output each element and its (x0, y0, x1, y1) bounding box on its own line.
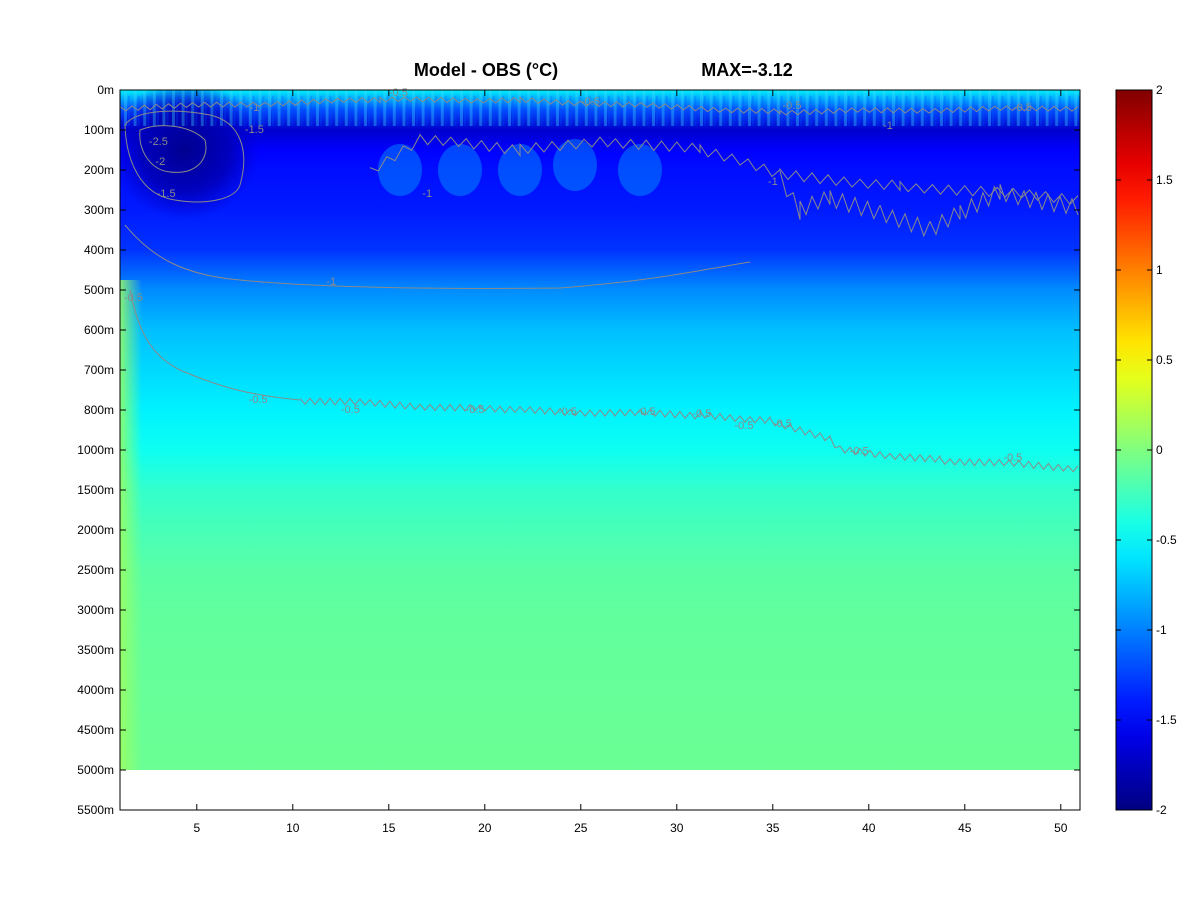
y-tick-label: 5000m (77, 763, 114, 777)
y-tick-label: 100m (84, 123, 114, 137)
x-tick-label: 25 (574, 821, 588, 835)
colorbar-tick-label: 2 (1156, 83, 1163, 97)
contour-label: -0.5 (850, 446, 869, 458)
x-tick-label: 5 (193, 821, 200, 835)
contour-label: -0.5 (466, 404, 485, 416)
x-axis: 5 10 15 20 25 30 35 40 45 50 (193, 90, 1068, 835)
contour-label: -2.5 (149, 136, 168, 148)
contour-lines (120, 96, 1079, 473)
contour-label: -0.5 (1003, 452, 1022, 464)
contour-label: -1 (250, 102, 260, 114)
heatmap-field (120, 90, 1080, 770)
y-tick-label: 500m (84, 283, 114, 297)
contour-label: -0.5 (783, 100, 802, 112)
contour-label: -0.5 (735, 420, 754, 432)
contour-label: -0.5 (124, 292, 143, 304)
contour-label: -0.5 (558, 406, 577, 418)
colorbar-tick-label: 1.5 (1156, 173, 1173, 187)
max-annotation: MAX=-3.12 (701, 60, 793, 80)
contour-label: -2 (155, 156, 165, 168)
cold-core (120, 90, 260, 220)
contour-label: -0.5 (341, 404, 360, 416)
y-tick-label: 300m (84, 203, 114, 217)
x-tick-label: 45 (958, 821, 972, 835)
x-tick-label: 30 (670, 821, 684, 835)
colorbar-tick-label: 0 (1156, 443, 1163, 457)
contour-label: -0.5 (249, 394, 268, 406)
x-tick-label: 15 (382, 821, 396, 835)
y-tick-label: 600m (84, 323, 114, 337)
surface-stripes (124, 90, 1080, 196)
contour-label: -1 (768, 176, 778, 188)
colorbar (1115, 89, 1153, 811)
colorbar-tick-label: -0.5 (1156, 533, 1177, 547)
colorbar-tick-label: 0.5 (1156, 353, 1173, 367)
x-tick-label: 50 (1054, 821, 1068, 835)
y-tick-label: 0m (97, 83, 114, 97)
contour-label: -1.5 (157, 188, 176, 200)
contour-label: -0.5 (637, 406, 656, 418)
y-tick-label: 4000m (77, 683, 114, 697)
x-tick-label: 10 (286, 821, 300, 835)
colorbar-tick-label: -2 (1156, 803, 1167, 817)
y-tick-label: 200m (84, 163, 114, 177)
contour-label: -0.5 (692, 408, 711, 420)
contour-label: -1 (422, 188, 432, 200)
no-data-region (120, 770, 1080, 810)
colorbar-tick-label: 1 (1156, 263, 1163, 277)
y-tick-label: 800m (84, 403, 114, 417)
y-axis: 0m 100m 200m 300m 400m 500m 600m 700m 800m 1000m 1… (77, 83, 1080, 817)
colorbar-axis: 2 1.5 1 0.5 0 -0.5 -1 -1.5 -2 (1116, 83, 1177, 817)
y-tick-label: 2000m (77, 523, 114, 537)
field-base (120, 90, 1080, 770)
contour-label: -0.5 (773, 418, 792, 430)
colorbar-tick-label: -1.5 (1156, 713, 1177, 727)
x-tick-label: 35 (766, 821, 780, 835)
y-tick-label: 1500m (77, 483, 114, 497)
contour-label: -0.5 (1013, 102, 1032, 114)
y-tick-label: 400m (84, 243, 114, 257)
y-tick-label: 700m (84, 363, 114, 377)
y-tick-label: 1000m (77, 443, 114, 457)
contour-label: -1.5 (245, 124, 264, 136)
y-tick-label: 4500m (77, 723, 114, 737)
colorbar-tick-label: -1 (1156, 623, 1167, 637)
y-tick-label: 3500m (77, 643, 114, 657)
y-tick-label: 3000m (77, 603, 114, 617)
coastal-warm-band (120, 280, 142, 770)
x-tick-label: 20 (478, 821, 492, 835)
contour-label: -1 (883, 120, 893, 132)
contour-label: -1 (326, 276, 336, 288)
contour-label: -0.5 (581, 96, 600, 108)
y-tick-label: 2500m (77, 563, 114, 577)
x-tick-label: 40 (862, 821, 876, 835)
y-tick-label: 5500m (77, 803, 114, 817)
contour-label: -0.5 (389, 87, 408, 99)
chart-title: Model - OBS (°C) (414, 60, 558, 80)
